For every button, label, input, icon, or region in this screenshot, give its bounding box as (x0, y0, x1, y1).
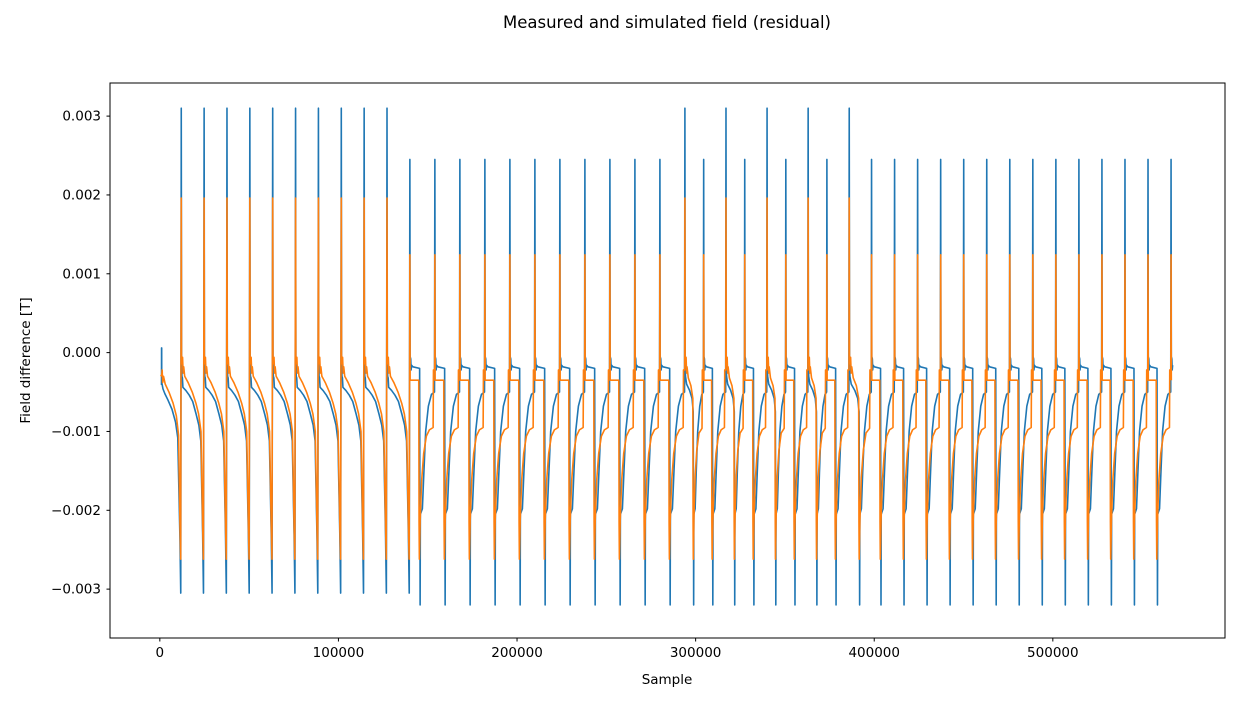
y-tick-label: −0.002 (51, 503, 101, 519)
y-tick-label: −0.003 (51, 582, 101, 598)
y-tick-label: −0.001 (51, 424, 101, 440)
y-axis: 0.003 0.002 0.001 0.000 −0.001 −0.002 −0.003 (51, 109, 110, 598)
x-tick-label: 0 (156, 645, 165, 661)
x-axis-label: Sample (642, 672, 693, 688)
y-axis-label: Field difference [T] (18, 297, 34, 423)
y-tick-label: 0.003 (62, 109, 101, 125)
x-tick-label: 400000 (848, 645, 900, 661)
x-tick-label: 300000 (670, 645, 722, 661)
x-tick-label: 500000 (1027, 645, 1079, 661)
series-group (160, 107, 1174, 606)
x-axis: 0 100000 200000 300000 400000 500000 (156, 638, 1079, 661)
x-tick-label: 100000 (313, 645, 365, 661)
x-tick-label: 200000 (491, 645, 543, 661)
simulated-series-line (160, 197, 1173, 560)
plot-area (110, 83, 1225, 638)
chart-title: Measured and simulated field (residual) (503, 13, 831, 32)
y-tick-label: 0.000 (62, 345, 101, 361)
axes-spines (109, 82, 1226, 639)
y-tick-label: 0.002 (62, 187, 101, 203)
y-tick-label: 0.001 (62, 266, 101, 282)
